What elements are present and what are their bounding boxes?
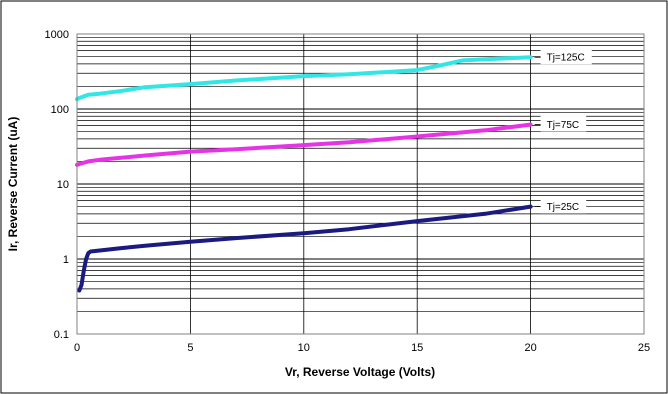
- y-axis-title: Ir, Reverse Current (uA): [6, 117, 20, 252]
- plot-area-border: [76, 33, 645, 335]
- series-label: Tj=25C: [547, 202, 580, 213]
- series-line-tj-125c: [75, 55, 533, 102]
- x-tick-label: 0: [74, 342, 80, 354]
- ticks: 0 5 10 15 20 25 0.1 1 10 100 1000: [45, 29, 651, 354]
- series-layer: [75, 55, 533, 293]
- x-tick-label: 20: [524, 342, 536, 354]
- series-line-tj-25c: [77, 204, 533, 293]
- series-label-background: [540, 48, 592, 65]
- x-tick-label: 10: [298, 342, 310, 354]
- series-line-tj-75c: [75, 122, 533, 167]
- y-tick-label: 1000: [45, 29, 69, 41]
- series-labels: Tj=125C Tj=75C Tj=25C: [534, 48, 592, 214]
- y-tick-label: 10: [57, 179, 69, 191]
- series-label: Tj=75C: [547, 120, 580, 131]
- series-label-background: [540, 115, 587, 132]
- series-label-background: [540, 197, 587, 214]
- y-tick-label: 0.1: [54, 329, 69, 341]
- y-tick-label: 1: [63, 254, 69, 266]
- series-label: Tj=125C: [547, 53, 585, 64]
- x-tick-label: 25: [638, 342, 650, 354]
- y-tick-label: 100: [51, 104, 69, 116]
- x-tick-label: 15: [411, 342, 423, 354]
- x-tick-label: 5: [187, 342, 193, 354]
- x-axis-title: Vr, Reverse Voltage (Volts): [285, 365, 435, 379]
